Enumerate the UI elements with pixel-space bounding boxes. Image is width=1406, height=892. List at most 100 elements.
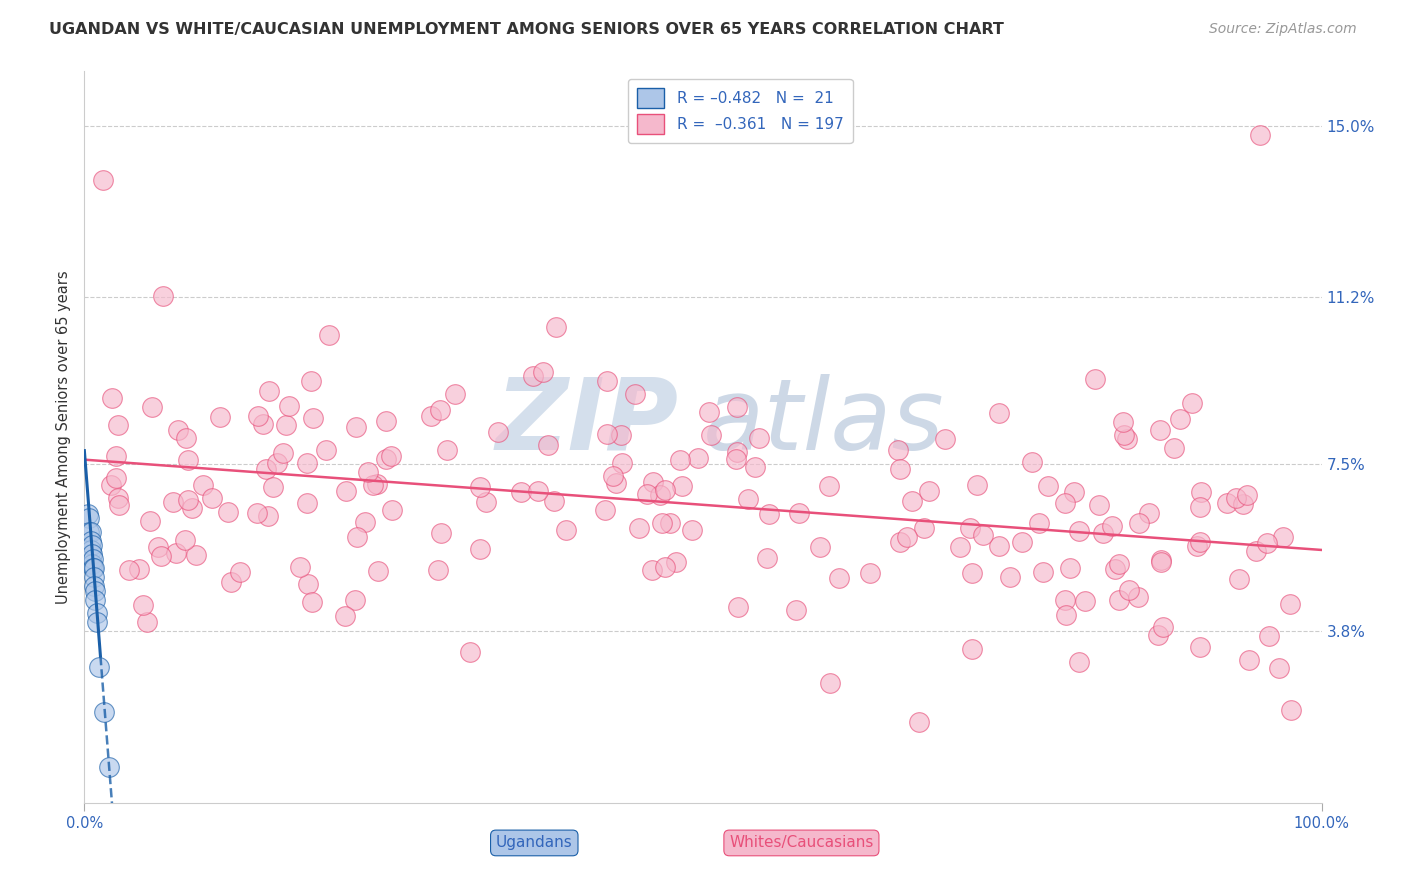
Point	[1067, 655, 1090, 669]
Point	[79, 524, 101, 539]
Point	[1088, 498, 1111, 512]
Point	[681, 523, 703, 537]
Point	[1137, 506, 1160, 520]
Point	[295, 456, 318, 470]
Point	[808, 540, 831, 554]
Point	[918, 484, 941, 499]
Point	[79, 533, 101, 548]
Point	[1128, 516, 1150, 530]
Point	[593, 503, 616, 517]
Point	[344, 420, 367, 434]
Point	[1028, 516, 1050, 531]
Point	[184, 548, 207, 562]
Point	[361, 477, 384, 491]
Point	[193, 478, 215, 492]
Text: Ugandans: Ugandans	[496, 836, 572, 850]
Point	[962, 566, 984, 580]
Point	[98, 760, 121, 774]
Point	[420, 409, 443, 424]
Point	[908, 714, 931, 729]
Point	[430, 526, 453, 541]
Point	[80, 557, 103, 571]
Point	[896, 530, 918, 544]
Point	[1146, 628, 1168, 642]
Point	[1189, 500, 1212, 515]
Point	[1215, 496, 1237, 510]
Point	[641, 475, 664, 489]
Point	[257, 384, 280, 398]
Point	[1101, 519, 1123, 533]
Point	[727, 599, 749, 614]
Point	[427, 564, 450, 578]
Point	[972, 528, 994, 542]
Point	[1118, 583, 1140, 598]
Point	[118, 563, 141, 577]
Point	[1249, 128, 1271, 142]
Point	[256, 462, 278, 476]
Text: ZIP: ZIP	[495, 374, 678, 471]
Point	[987, 406, 1010, 420]
Point	[1111, 415, 1133, 429]
Point	[1108, 593, 1130, 607]
Point	[669, 453, 692, 467]
Point	[343, 592, 366, 607]
Point	[1116, 433, 1139, 447]
Point	[374, 452, 396, 467]
Point	[83, 579, 105, 593]
Legend: R = –0.482   N =  21, R =  –0.361   N = 197: R = –0.482 N = 21, R = –0.361 N = 197	[627, 79, 852, 143]
Point	[429, 403, 451, 417]
Point	[208, 409, 231, 424]
Point	[301, 595, 323, 609]
Point	[79, 511, 101, 525]
Point	[654, 559, 676, 574]
Point	[315, 442, 337, 457]
Point	[555, 523, 578, 537]
Point	[859, 566, 882, 580]
Point	[1232, 497, 1254, 511]
Point	[301, 411, 323, 425]
Point	[1185, 539, 1208, 553]
Point	[444, 386, 467, 401]
Point	[246, 506, 269, 520]
Point	[1257, 629, 1279, 643]
Point	[526, 483, 548, 498]
Point	[107, 491, 129, 506]
Point	[1188, 640, 1211, 654]
Point	[1104, 562, 1126, 576]
Point	[1181, 396, 1204, 410]
Point	[266, 456, 288, 470]
Point	[934, 432, 956, 446]
Point	[346, 530, 368, 544]
Point	[912, 521, 935, 535]
Point	[274, 418, 297, 433]
Point	[128, 562, 150, 576]
Point	[1112, 428, 1135, 442]
Point	[1236, 488, 1258, 502]
Point	[725, 452, 748, 467]
Point	[627, 521, 650, 535]
Point	[1225, 491, 1247, 505]
Point	[217, 505, 239, 519]
Point	[228, 565, 250, 579]
Point	[219, 574, 242, 589]
Point	[756, 550, 779, 565]
Point	[522, 369, 544, 384]
Point	[138, 514, 160, 528]
Point	[1163, 441, 1185, 455]
Point	[1073, 594, 1095, 608]
Point	[297, 496, 319, 510]
Point	[299, 374, 322, 388]
Text: Whites/Caucasians: Whites/Caucasians	[730, 836, 873, 850]
Point	[162, 495, 184, 509]
Point	[641, 563, 664, 577]
Point	[84, 592, 107, 607]
Point	[1126, 591, 1149, 605]
Point	[651, 516, 673, 530]
Point	[1279, 703, 1302, 717]
Point	[787, 506, 810, 520]
Point	[1059, 561, 1081, 575]
Point	[544, 320, 567, 334]
Point	[277, 399, 299, 413]
Text: UGANDAN VS WHITE/CAUCASIAN UNEMPLOYMENT AMONG SENIORS OVER 65 YEARS CORRELATION : UGANDAN VS WHITE/CAUCASIAN UNEMPLOYMENT …	[49, 22, 1004, 37]
Point	[83, 561, 105, 575]
